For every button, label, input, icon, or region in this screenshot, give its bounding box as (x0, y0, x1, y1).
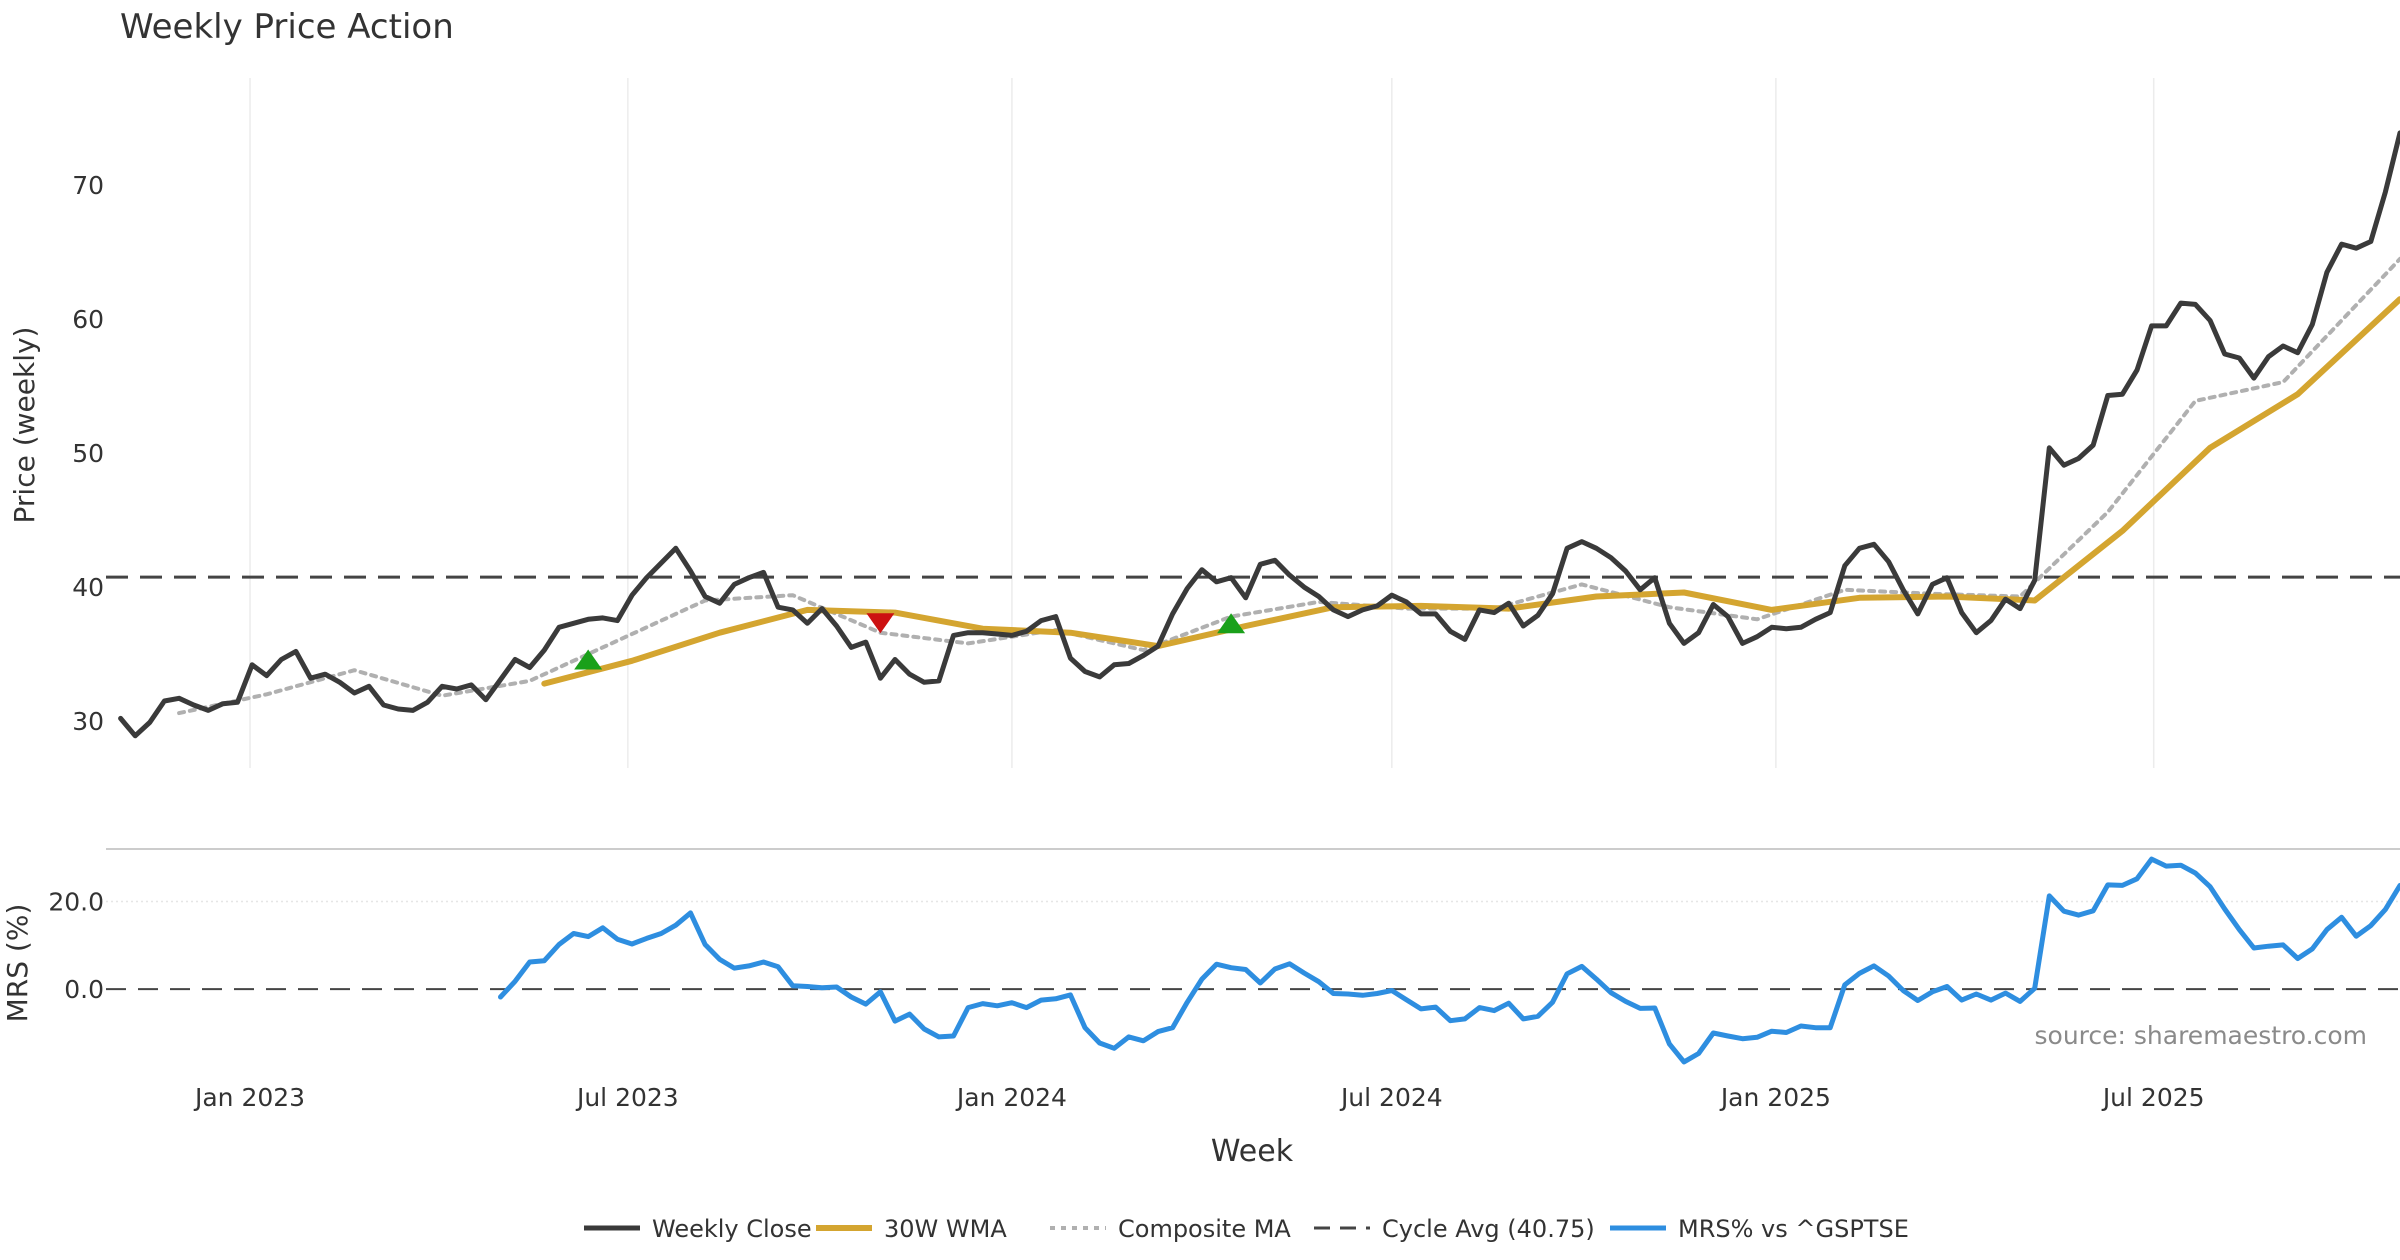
x-tick-label-2: Jan 2024 (955, 1083, 1067, 1112)
x-tick-label-4: Jan 2025 (1719, 1083, 1831, 1112)
series-30w-wma (541, 296, 2400, 687)
price-series-group (118, 130, 2400, 739)
mrs-y-axis: 20.0 0.0 (48, 888, 104, 1005)
series-composite-ma (177, 256, 2400, 716)
series-mrs (498, 856, 2400, 1065)
price-y-tick-4: 70 (72, 171, 104, 200)
price-y-tick-1: 40 (72, 573, 104, 602)
legend-label-4: MRS% vs ^GSPTSE (1678, 1215, 1909, 1243)
legend-item-1: 30W WMA (816, 1215, 1007, 1243)
x-tick-label-1: Jul 2023 (575, 1083, 679, 1112)
mrs-y-tick-1: 0.0 (64, 975, 104, 1004)
x-tick-label-5: Jul 2025 (2101, 1083, 2205, 1112)
legend-item-3: Cycle Avg (40.75) (1314, 1215, 1595, 1243)
x-axis: Jan 2023 Jul 2023 Jan 2024 Jul 2024 Jan 2025… (193, 1083, 2205, 1112)
legend-item-2: Composite MA (1050, 1215, 1291, 1243)
series-weekly-close (118, 130, 2400, 739)
price-y-tick-0: 30 (72, 707, 104, 736)
legend-item-4: MRS% vs ^GSPTSE (1610, 1215, 1909, 1243)
buy-signal-marker-0 (574, 649, 603, 670)
sell-signal-marker-1 (866, 613, 895, 634)
legend-label-0: Weekly Close (652, 1215, 812, 1243)
legend-label-1: 30W WMA (884, 1215, 1007, 1243)
x-axis-label: Week (1211, 1134, 1294, 1169)
legend: Weekly Close 30W WMA Composite MA Cycle Avg… (584, 1215, 1909, 1243)
mrs-y-tick-0: 20.0 (48, 888, 104, 917)
legend-item-0: Weekly Close (584, 1215, 812, 1243)
buy-signal-marker-2 (1217, 613, 1246, 634)
price-gridlines (249, 78, 2155, 768)
price-y-axis: 30 40 50 60 70 (72, 171, 104, 736)
x-tick-label-3: Jul 2024 (1339, 1083, 1443, 1112)
legend-label-3: Cycle Avg (40.75) (1382, 1215, 1595, 1243)
legend-label-2: Composite MA (1118, 1215, 1291, 1243)
price-y-axis-label: Price (weekly) (8, 327, 41, 524)
chart-title: Weekly Price Action (120, 7, 454, 47)
x-tick-label-0: Jan 2023 (193, 1083, 305, 1112)
signal-markers (574, 613, 1246, 670)
mrs-y-axis-label: MRS (%) (1, 904, 34, 1023)
source-label: source: sharemaestro.com (2035, 1021, 2368, 1050)
price-y-tick-3: 60 (72, 305, 104, 334)
mrs-series-group (498, 856, 2400, 1065)
price-y-tick-2: 50 (72, 439, 104, 468)
